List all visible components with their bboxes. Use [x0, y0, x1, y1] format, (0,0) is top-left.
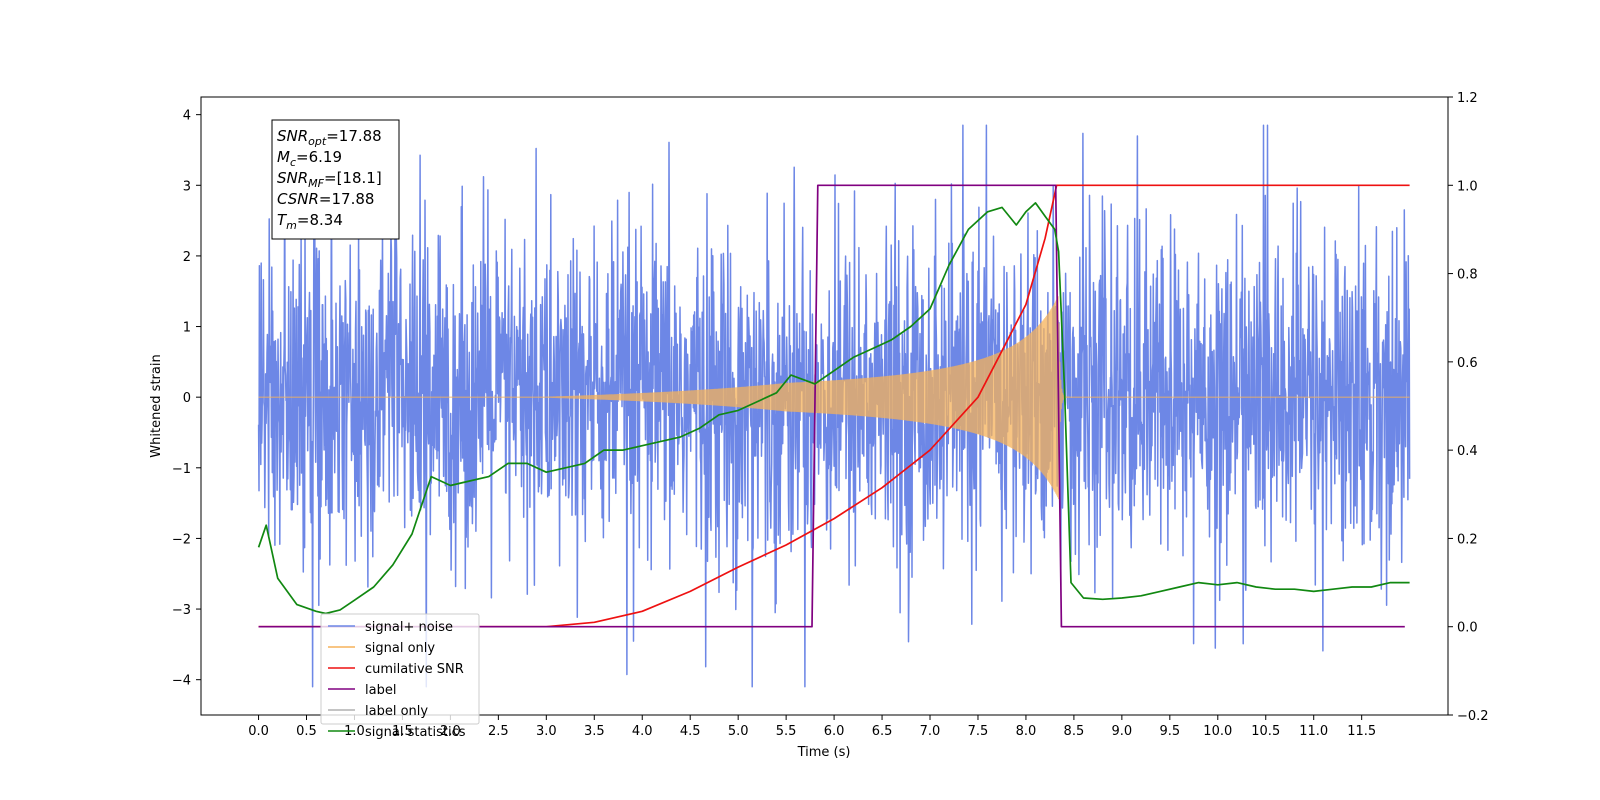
x-tick-label: 11.5	[1347, 724, 1376, 739]
x-tick-label: 9.0	[1112, 724, 1133, 739]
x-tick-label: 6.0	[824, 724, 845, 739]
y2-tick-label: 0.2	[1457, 532, 1478, 547]
x-tick-label: 3.5	[584, 724, 605, 739]
info-value: =6.19	[296, 148, 342, 166]
y-axis-label: Whitened strain	[149, 354, 164, 457]
y-tick-label: 2	[183, 250, 191, 265]
y2-tick-label: 1.2	[1457, 91, 1478, 106]
x-tick-label: 0.0	[248, 724, 269, 739]
x-tick-label: 0.5	[296, 724, 317, 739]
legend-label: signal+ noise	[365, 620, 453, 635]
x-tick-label: 10.5	[1251, 724, 1280, 739]
x-tick-label: 2.5	[488, 724, 509, 739]
y2-tick-label: 0.8	[1457, 268, 1478, 283]
info-box: SNRopt=17.88Mc=6.19SNRMF=[18.1]CSNR=17.8…	[271, 119, 400, 240]
info-symbol: SNR	[277, 127, 308, 145]
info-symbol: SNR	[277, 169, 308, 187]
plot-frame	[200, 96, 1449, 716]
info-line: Tm=8.34	[277, 211, 343, 232]
info-line: SNRopt=17.88	[277, 127, 382, 148]
series-line-signal-only	[258, 296, 1410, 500]
x-tick-label: 7.5	[968, 724, 989, 739]
legend-label: signal only	[365, 641, 435, 656]
y-tick-label: −2	[172, 532, 191, 547]
x-tick-label: 5.0	[728, 724, 749, 739]
x-tick-label: 8.0	[1016, 724, 1037, 739]
y-tick-label: −3	[172, 603, 191, 618]
info-line: SNRMF=[18.1]	[277, 169, 382, 190]
info-value: =[18.1]	[324, 169, 382, 187]
series-line-signal-statistics	[257, 202, 1410, 615]
legend-label: cumilative SNR	[365, 662, 464, 677]
x-tick-label: 3.0	[536, 724, 557, 739]
x-tick-label: 1.5	[392, 724, 413, 739]
legend-label: label	[365, 683, 396, 698]
x-tick-label: 11.0	[1299, 724, 1328, 739]
y-tick-label: 1	[183, 321, 191, 336]
x-tick-label: 5.5	[776, 724, 797, 739]
y-tick-label: 0	[183, 391, 191, 406]
info-symbol: M	[277, 148, 290, 166]
x-tick-label: 6.5	[872, 724, 893, 739]
x-axis-label: Time (s)	[797, 745, 851, 760]
y-tick-label: −1	[172, 462, 191, 477]
legend-label: label only	[365, 704, 428, 719]
y2-tick-label: 0.0	[1457, 621, 1478, 636]
info-subscript: MF	[308, 177, 324, 190]
x-tick-label: 9.5	[1159, 724, 1180, 739]
series-layer	[257, 124, 1411, 688]
x-tick-label: 8.5	[1064, 724, 1085, 739]
y2-tick-label: 0.6	[1457, 356, 1478, 371]
info-value: =8.34	[297, 211, 343, 229]
y-tick-label: 4	[183, 109, 191, 124]
legend-label: signal statistics	[365, 725, 466, 740]
info-value: =17.88	[326, 127, 382, 145]
info-subscript: c	[290, 156, 296, 169]
legend-frame	[320, 613, 480, 725]
y-tick-label: −4	[172, 674, 191, 689]
series-line-cumilative-snr	[258, 184, 1410, 628]
x-tick-label: 10.0	[1203, 724, 1232, 739]
series-line-label	[258, 184, 1405, 628]
info-line: CSNR=17.88	[277, 190, 374, 208]
x-tick-label: 4.5	[680, 724, 701, 739]
legend: signal+ noise signal only cumilative SNR la…	[320, 613, 480, 740]
info-value: =17.88	[319, 190, 375, 208]
x-tick-label: 7.0	[920, 724, 941, 739]
y2-tick-label: 1.0	[1457, 179, 1478, 194]
info-symbol: T	[277, 211, 288, 229]
info-line: Mc=6.19	[277, 148, 342, 169]
series-line-signal-noise	[257, 124, 1411, 688]
y2-tick-label: −0.2	[1457, 709, 1489, 724]
info-box-frame	[271, 119, 400, 240]
x-tick-label: 4.0	[632, 724, 653, 739]
y2-tick-label: 0.4	[1457, 444, 1478, 459]
axes-layer: 0.0 0.5 1.0 1.5 2.0 2.5 3.0 3.5 4.0 4.5 5.0 5.5 6.0 6…	[172, 91, 1489, 739]
y-tick-label: 3	[183, 179, 191, 194]
info-subscript: opt	[308, 135, 327, 148]
info-symbol: CSNR	[277, 190, 319, 208]
info-subscript: m	[286, 219, 297, 232]
x-tick-label: 2.0	[440, 724, 461, 739]
